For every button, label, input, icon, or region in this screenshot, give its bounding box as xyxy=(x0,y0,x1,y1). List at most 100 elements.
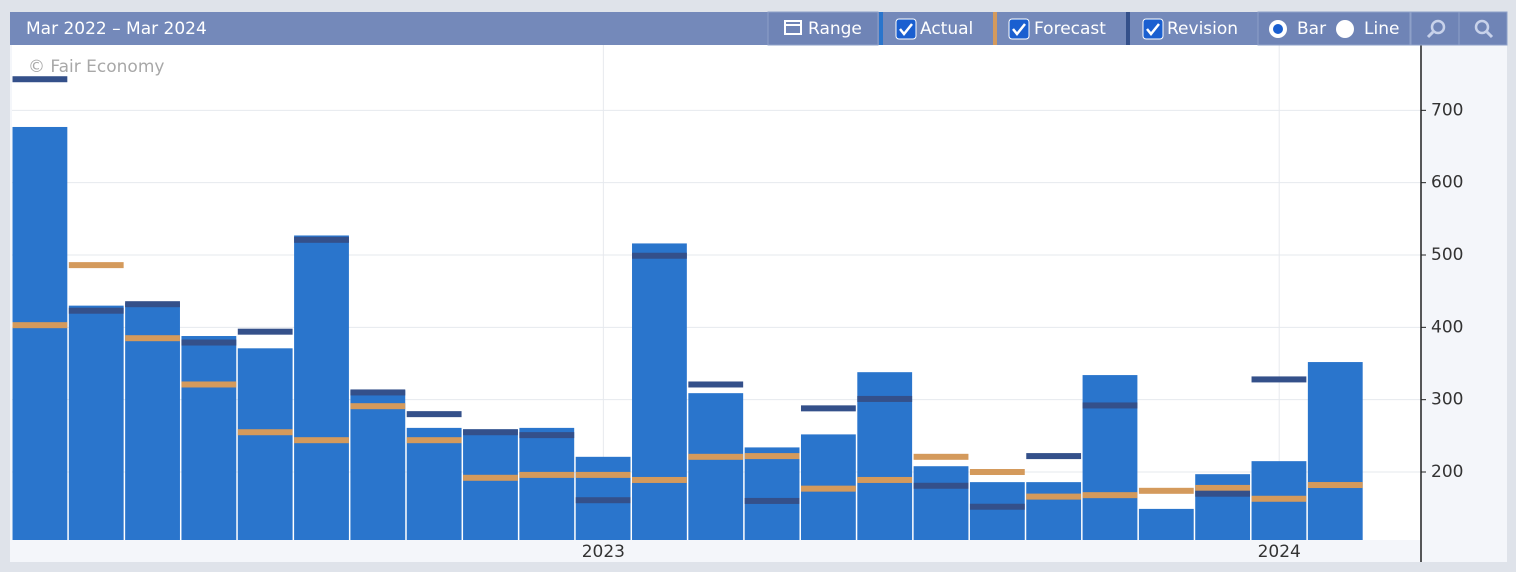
bar xyxy=(181,336,237,540)
revision-marker xyxy=(68,307,124,314)
revision-marker xyxy=(800,405,856,412)
forecast-marker xyxy=(969,469,1025,476)
legend-swatch xyxy=(879,12,883,45)
bar xyxy=(237,348,293,540)
zoom-out[interactable] xyxy=(1458,11,1508,46)
toolbar: Mar 2022 – Mar 2024 Range Actual Forecas… xyxy=(10,11,1508,46)
zoom-icon xyxy=(1426,30,1435,39)
bar xyxy=(294,235,349,540)
forecast-marker xyxy=(1195,484,1251,491)
y-tick-label: 700 xyxy=(1431,100,1463,120)
revision-marker xyxy=(181,339,237,346)
calendar-icon xyxy=(784,20,802,35)
check xyxy=(1012,23,1026,37)
forecast-marker xyxy=(1026,493,1082,500)
forecast-marker xyxy=(463,474,518,481)
forecast-marker xyxy=(913,453,969,460)
forecast-marker xyxy=(12,322,68,329)
forecast-marker xyxy=(519,471,575,478)
revision-marker xyxy=(1026,453,1082,460)
revision-marker xyxy=(1195,490,1251,497)
y-tick-label: 600 xyxy=(1431,173,1463,193)
radio-dot xyxy=(1273,24,1283,34)
forecast-marker xyxy=(1307,482,1363,489)
forecast-marker xyxy=(125,335,180,342)
revision-marker xyxy=(1082,402,1138,409)
legend-label[interactable]: Revision xyxy=(1167,19,1238,39)
bar xyxy=(12,126,68,540)
bar xyxy=(913,466,969,540)
bar xyxy=(463,429,518,540)
zoom-icon xyxy=(1485,30,1494,39)
revision-marker xyxy=(294,236,349,243)
forecast-marker xyxy=(68,262,124,269)
bar xyxy=(519,427,575,540)
legend-swatch xyxy=(1126,12,1130,45)
revision-marker xyxy=(857,395,913,402)
revision-marker xyxy=(632,252,687,259)
bar xyxy=(632,243,687,541)
bar xyxy=(688,393,744,540)
revision-marker xyxy=(125,301,180,308)
checkbox[interactable] xyxy=(895,18,917,40)
legend-label[interactable]: Forecast xyxy=(1034,19,1106,39)
revision-marker xyxy=(913,482,969,489)
x-tick-label: 2024 xyxy=(1258,542,1301,562)
zoom-icon xyxy=(1430,19,1446,35)
forecast-marker xyxy=(1082,492,1138,499)
bar xyxy=(68,305,124,540)
forecast-marker xyxy=(800,485,856,492)
range-button[interactable] xyxy=(767,11,879,46)
y-tick-label: 200 xyxy=(1431,462,1463,482)
bar xyxy=(744,447,800,540)
zoom-icon xyxy=(1474,19,1490,35)
forecast-marker xyxy=(294,437,349,444)
revision-marker xyxy=(1251,376,1307,383)
forecast-marker xyxy=(237,429,293,436)
y-tick-label: 300 xyxy=(1431,390,1463,410)
watermark: © Fair Economy xyxy=(28,57,164,77)
date-range: Mar 2022 – Mar 2024 xyxy=(26,19,207,39)
revision-marker xyxy=(463,429,518,436)
revision-marker xyxy=(969,503,1025,510)
forecast-marker xyxy=(688,453,744,460)
bar xyxy=(406,427,462,540)
bar xyxy=(1082,375,1138,540)
bar xyxy=(350,390,406,540)
forecast-marker xyxy=(406,437,462,444)
revision-marker xyxy=(688,381,744,388)
revision-marker xyxy=(12,76,68,83)
revision-marker xyxy=(575,497,631,504)
line-option[interactable]: Line xyxy=(1364,19,1399,39)
check xyxy=(899,23,913,37)
forecast-marker xyxy=(350,403,406,410)
revision-marker xyxy=(406,411,462,418)
revision-marker xyxy=(350,389,406,396)
bar xyxy=(1307,362,1363,540)
forecast-marker xyxy=(632,476,687,483)
checkbox[interactable] xyxy=(1142,18,1164,40)
bar xyxy=(125,302,180,540)
zoom-in[interactable] xyxy=(1410,11,1460,46)
plot: 20030040050060070080020232024 xyxy=(12,28,1463,562)
forecast-marker xyxy=(1251,495,1307,502)
revision-marker xyxy=(237,328,293,335)
bar-option[interactable]: Bar xyxy=(1297,19,1326,39)
checkbox[interactable] xyxy=(1008,18,1030,40)
bar xyxy=(1026,482,1082,540)
legend-label[interactable]: Actual xyxy=(920,19,973,39)
radio[interactable] xyxy=(1336,20,1354,38)
forecast-marker xyxy=(857,476,913,483)
check xyxy=(1146,23,1160,37)
forecast-marker xyxy=(181,381,237,388)
bar xyxy=(1195,474,1251,540)
range-label[interactable]: Range xyxy=(808,19,862,39)
bar xyxy=(969,482,1025,540)
revision-marker xyxy=(744,497,800,504)
bar xyxy=(1138,508,1194,540)
forecast-marker xyxy=(744,453,800,460)
revision-marker xyxy=(519,432,575,439)
legend-swatch xyxy=(993,12,997,45)
forecast-marker xyxy=(575,471,631,478)
